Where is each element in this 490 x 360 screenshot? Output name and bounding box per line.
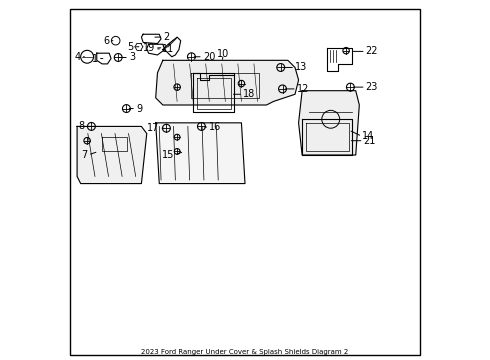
Text: 23: 23	[366, 82, 378, 92]
Text: 2: 2	[164, 32, 170, 42]
Text: 14: 14	[362, 131, 374, 141]
Text: 7: 7	[81, 150, 88, 160]
Text: 16: 16	[209, 122, 221, 132]
Text: 15: 15	[162, 150, 174, 160]
Polygon shape	[156, 123, 245, 184]
Text: 10: 10	[218, 49, 230, 59]
Text: 19: 19	[143, 43, 155, 53]
Text: 12: 12	[297, 84, 309, 94]
Polygon shape	[77, 126, 147, 184]
Text: 4: 4	[74, 52, 81, 62]
Text: 17: 17	[147, 123, 159, 133]
Text: 8: 8	[79, 121, 85, 131]
Text: 3: 3	[129, 53, 135, 63]
Text: 9: 9	[136, 104, 142, 113]
Text: 20: 20	[203, 52, 215, 62]
Text: 21: 21	[364, 136, 376, 146]
Text: 18: 18	[243, 89, 255, 99]
Polygon shape	[298, 91, 359, 155]
Text: 11: 11	[162, 44, 174, 54]
Text: 6: 6	[103, 36, 109, 46]
Text: 2023 Ford Ranger Under Cover & Splash Shields Diagram 2: 2023 Ford Ranger Under Cover & Splash Sh…	[142, 349, 348, 355]
Text: 5: 5	[127, 42, 134, 52]
Polygon shape	[156, 60, 298, 105]
Text: 13: 13	[295, 63, 307, 72]
Text: 1: 1	[92, 54, 98, 64]
Text: 22: 22	[366, 46, 378, 57]
